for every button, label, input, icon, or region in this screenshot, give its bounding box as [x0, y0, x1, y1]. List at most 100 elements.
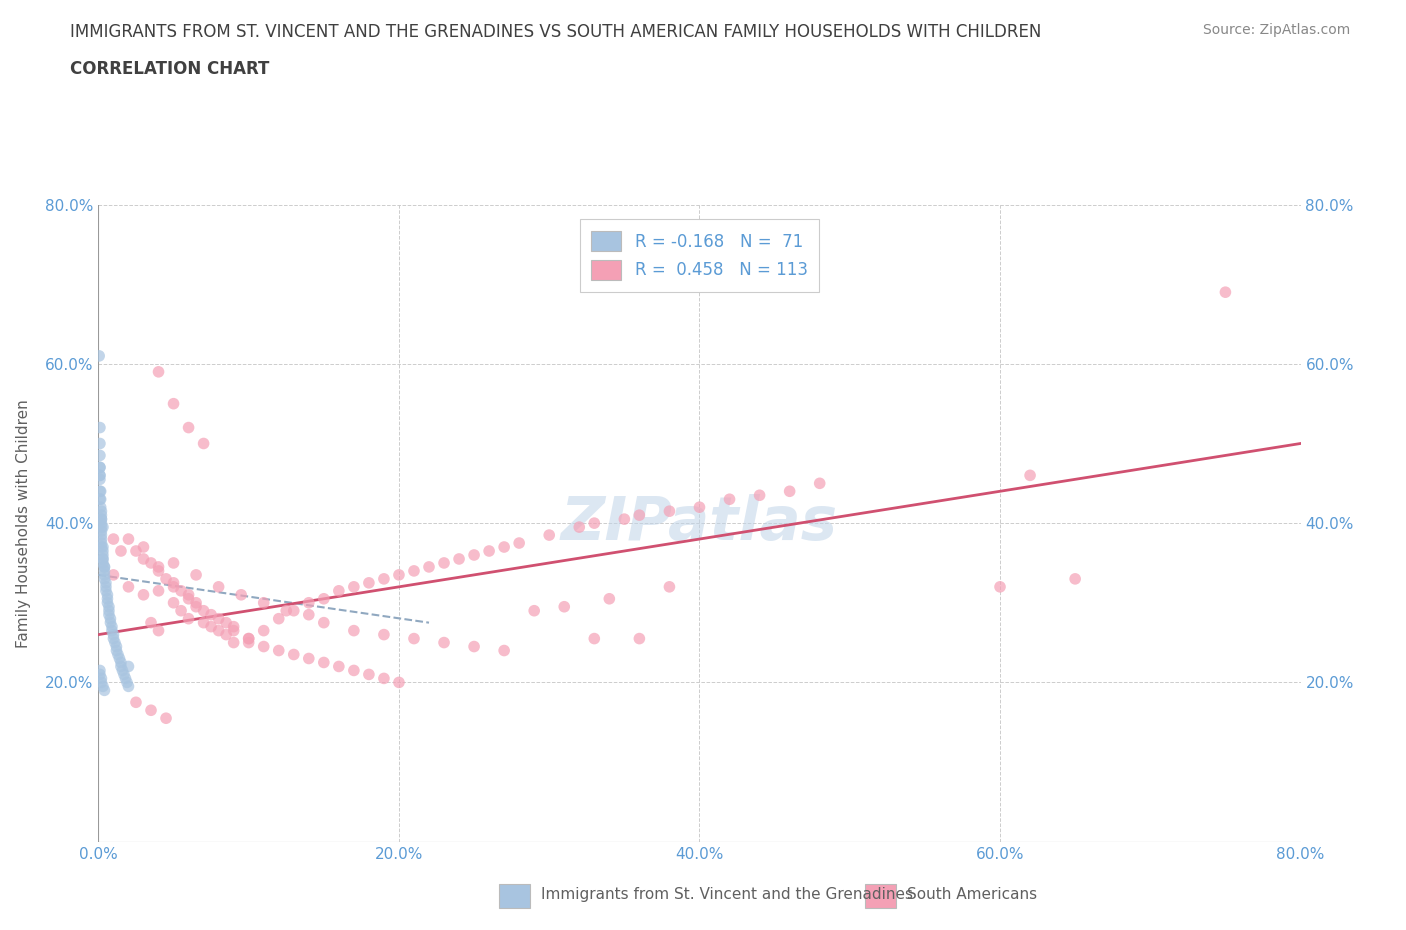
Point — [177, 611, 200, 626]
Point — [89, 420, 111, 435]
Point — [105, 644, 128, 658]
Point — [222, 635, 245, 650]
Point — [238, 631, 260, 646]
Point — [1019, 468, 1042, 483]
Point — [1064, 571, 1087, 586]
Point — [689, 499, 711, 514]
Point — [208, 623, 231, 638]
Point — [402, 564, 425, 578]
Point — [89, 472, 111, 486]
Point — [90, 671, 112, 685]
Point — [96, 595, 118, 610]
Point — [90, 508, 112, 523]
Text: ZIPatlas: ZIPatlas — [561, 494, 838, 552]
Point — [628, 508, 651, 523]
Text: IMMIGRANTS FROM ST. VINCENT AND THE GRENADINES VS SOUTH AMERICAN FAMILY HOUSEHOL: IMMIGRANTS FROM ST. VINCENT AND THE GREN… — [70, 23, 1042, 41]
Legend: R = -0.168   N =  71, R =  0.458   N = 113: R = -0.168 N = 71, R = 0.458 N = 113 — [579, 219, 820, 292]
Point — [155, 571, 177, 586]
Point — [93, 560, 115, 575]
Point — [89, 663, 111, 678]
Point — [97, 604, 120, 618]
Point — [494, 539, 516, 554]
Point — [177, 588, 200, 603]
Text: Source: ZipAtlas.com: Source: ZipAtlas.com — [1202, 23, 1350, 37]
Point — [90, 504, 112, 519]
Point — [553, 599, 575, 614]
Point — [447, 551, 470, 566]
Point — [276, 604, 298, 618]
Point — [90, 527, 112, 542]
Point — [110, 659, 132, 674]
Point — [200, 607, 222, 622]
Point — [343, 663, 366, 678]
Point — [103, 567, 125, 582]
Point — [103, 532, 125, 547]
Point — [718, 492, 741, 507]
Point — [89, 436, 111, 451]
Point — [89, 667, 111, 682]
Point — [215, 627, 238, 642]
Point — [215, 616, 238, 631]
Point — [373, 671, 395, 685]
Point — [94, 579, 117, 594]
Point — [89, 468, 111, 483]
Point — [238, 635, 260, 650]
Point — [373, 571, 395, 586]
Point — [139, 703, 162, 718]
Point — [357, 576, 380, 591]
Point — [170, 583, 193, 598]
Point — [90, 512, 112, 526]
Point — [93, 571, 115, 586]
Point — [538, 527, 561, 542]
Point — [93, 564, 115, 578]
Point — [100, 616, 122, 631]
Point — [162, 555, 184, 570]
Point — [267, 611, 290, 626]
Point — [132, 551, 155, 566]
Y-axis label: Family Households with Children: Family Households with Children — [17, 399, 31, 647]
Point — [101, 619, 124, 634]
Point — [125, 695, 148, 710]
Point — [103, 627, 125, 642]
Point — [253, 639, 276, 654]
Point — [184, 567, 207, 582]
Point — [90, 675, 112, 690]
Point — [90, 512, 112, 526]
Point — [583, 631, 606, 646]
Point — [108, 651, 131, 666]
Point — [90, 536, 112, 551]
Point — [117, 659, 139, 674]
Point — [343, 623, 366, 638]
Point — [808, 476, 831, 491]
Point — [508, 536, 530, 551]
Point — [89, 448, 111, 463]
Point — [91, 548, 114, 563]
Point — [283, 647, 305, 662]
Point — [312, 655, 335, 670]
Point — [89, 492, 111, 507]
Point — [388, 567, 411, 582]
Point — [96, 588, 118, 603]
Point — [110, 543, 132, 558]
Point — [91, 539, 114, 554]
Point — [658, 579, 681, 594]
Point — [89, 468, 111, 483]
Point — [418, 560, 440, 575]
Point — [253, 623, 276, 638]
Point — [90, 524, 112, 538]
Point — [177, 420, 200, 435]
Point — [328, 583, 350, 598]
Point — [200, 619, 222, 634]
Point — [523, 604, 546, 618]
Point — [112, 667, 135, 682]
Point — [170, 604, 193, 618]
Point — [91, 520, 114, 535]
Point — [238, 631, 260, 646]
Point — [583, 516, 606, 531]
Point — [231, 588, 253, 603]
Point — [94, 576, 117, 591]
Point — [110, 655, 132, 670]
Point — [155, 711, 177, 725]
Point — [91, 551, 114, 566]
Point — [94, 583, 117, 598]
